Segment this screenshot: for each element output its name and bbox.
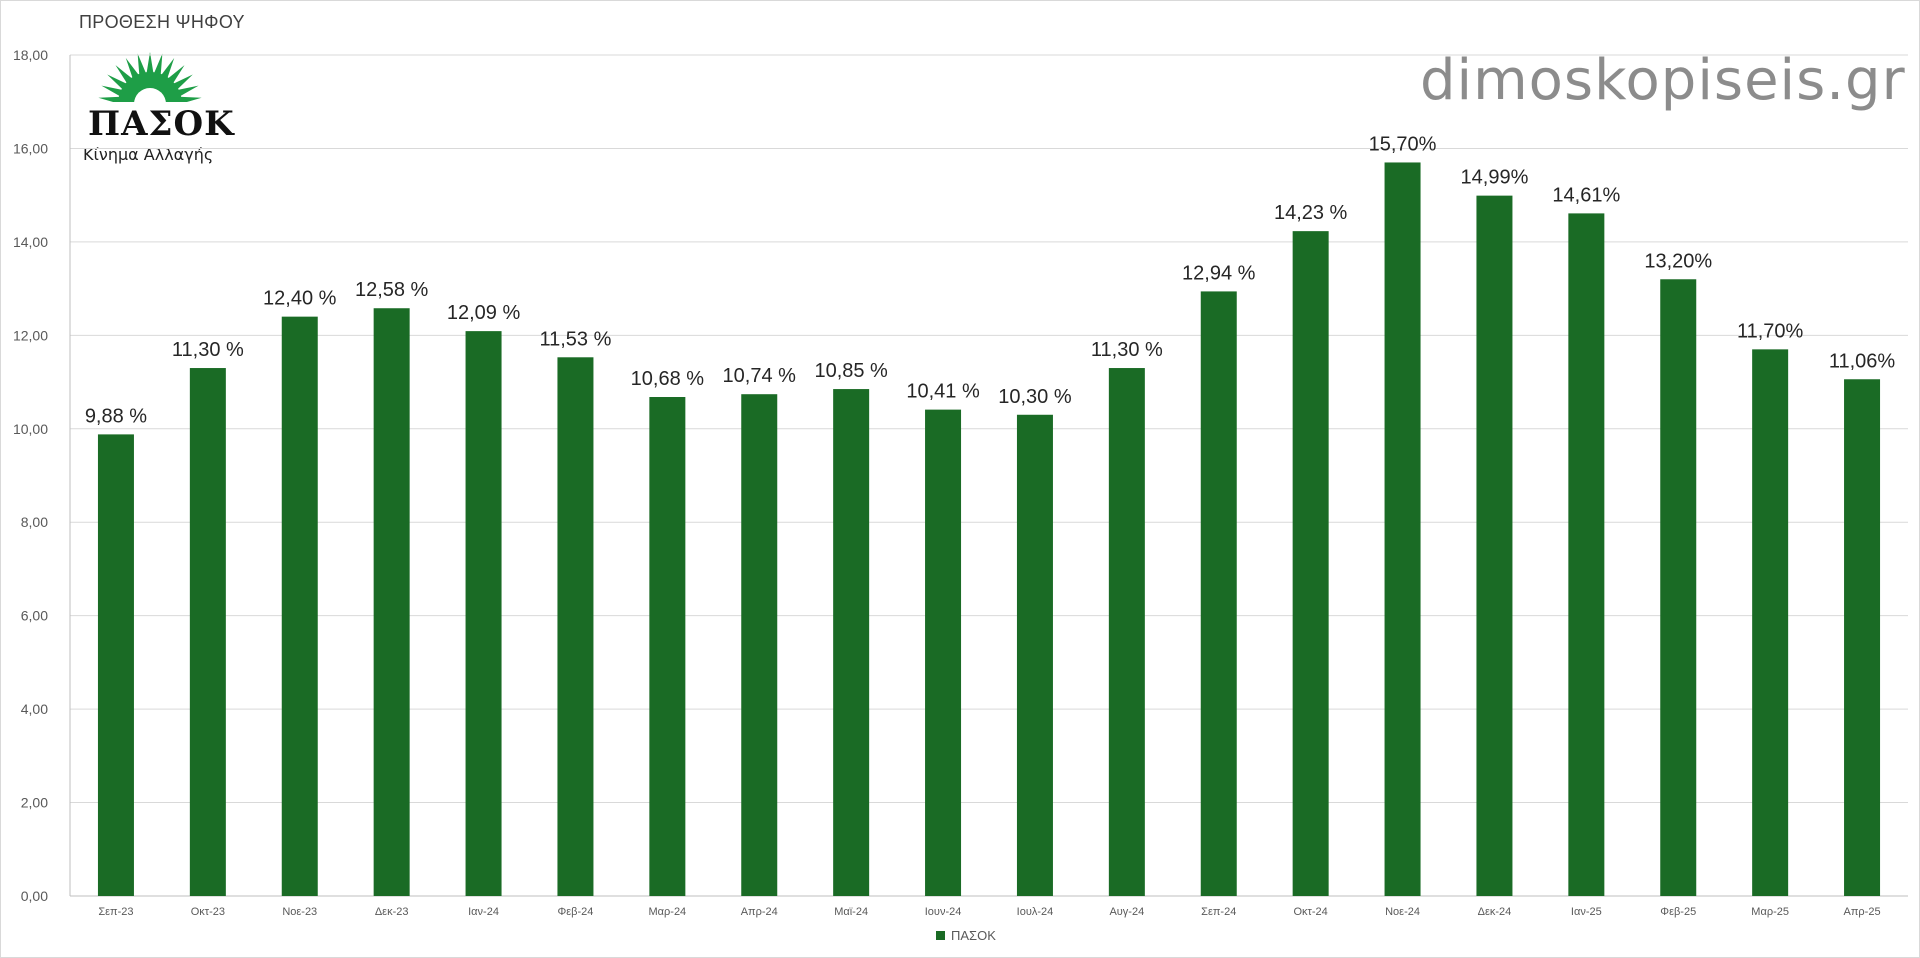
data-label: 11,30 % [172,339,244,361]
data-label: 11,70% [1737,320,1804,342]
logo-subtitle: Κίνημα Αλλαγής [83,145,214,164]
data-label: 14,61% [1552,184,1620,206]
data-label: 9,88 % [85,405,147,427]
bar [465,331,502,897]
data-label: 14,23 % [1274,202,1348,224]
bar [373,308,410,896]
x-tick-label: Απρ-25 [1844,906,1881,918]
x-tick-label: Δεκ-23 [375,906,409,918]
x-tick-label: Δεκ-24 [1478,906,1512,918]
x-tick-label: Αυγ-24 [1109,906,1144,918]
bar [925,409,962,896]
x-tick-label: Ιαν-24 [468,906,499,918]
y-tick-label: 18,00 [13,47,48,63]
x-tick-label: Ιουλ-24 [1017,906,1054,918]
data-label: 10,85 % [814,360,888,382]
bar [557,357,594,896]
x-tick-label: Φεβ-25 [1660,906,1696,918]
bar [741,394,778,896]
data-label: 12,09 % [447,302,521,324]
x-axis-ticks: Σεπ-23 Οκτ-23 Νοε-23 Δεκ-23 Ιαν-24 Φεβ-24 Μαρ-… [98,906,1880,918]
data-label: 10,41 % [906,381,980,403]
bar [97,434,134,896]
y-tick-label: 8,00 [21,514,48,530]
data-label: 11,06% [1829,350,1896,372]
legend-label: ΠΑΣΟΚ [951,928,996,943]
x-tick-label: Μαρ-25 [1751,906,1789,918]
bar [1384,162,1421,896]
chart-title: ΠΡΟΘΕΣΗ ΨΗΦΟΥ [79,12,245,32]
bar [649,397,686,896]
x-tick-label: Ιαν-25 [1571,906,1602,918]
x-tick-label: Μαρ-24 [649,906,687,918]
data-labels: 9,88 % 11,30 % 12,40 % 12,58 % 12,09 % 11,53 … [85,133,1896,427]
data-label: 10,68 % [631,368,705,390]
y-tick-label: 2,00 [21,795,48,811]
bar [1200,291,1237,897]
pasok-logo: ΠΑΣΟΚ Κίνημα Αλλαγής [80,52,234,167]
x-tick-label: Απρ-24 [741,906,778,918]
x-tick-label: Οκτ-24 [1293,906,1327,918]
watermark: dimoskopiseis.gr [1420,48,1906,113]
bar [281,316,318,897]
bar [1660,279,1697,896]
x-tick-label: Φεβ-24 [557,906,593,918]
y-tick-label: 12,00 [13,327,48,343]
bar [189,368,226,896]
y-tick-label: 10,00 [13,421,48,437]
data-label: 10,30 % [998,386,1072,408]
bars [97,162,1881,897]
x-tick-label: Νοε-24 [1385,906,1420,918]
x-tick-label: Σεπ-23 [98,906,133,918]
data-label: 11,30 % [1091,339,1163,361]
x-tick-label: Νοε-23 [282,906,317,918]
y-tick-label: 0,00 [21,888,48,904]
x-tick-label: Οκτ-23 [191,906,225,918]
sun-emblem-icon [88,52,212,105]
bar [1108,368,1145,896]
legend: ΠΑΣΟΚ [936,928,996,943]
bar [833,389,870,896]
x-tick-label: Μαϊ-24 [834,906,868,918]
sun-inner [134,88,166,104]
bar [1752,349,1789,897]
bar [1292,231,1329,897]
data-label: 14,99% [1461,167,1529,189]
legend-swatch [936,931,945,940]
y-tick-label: 14,00 [13,234,48,250]
bar [1844,379,1881,897]
data-label: 10,74 % [723,365,797,387]
x-tick-label: Σεπ-24 [1201,906,1236,918]
y-tick-label: 16,00 [13,140,48,156]
data-label: 12,94 % [1182,262,1256,284]
data-label: 11,53 % [539,328,611,350]
bar [1568,213,1605,897]
bar [1016,414,1053,896]
data-label: 12,40 % [263,288,337,310]
data-label: 15,70% [1369,133,1437,155]
y-axis-ticks: 0,00 2,00 4,00 6,00 8,00 10,00 12,00 14,00 16,00… [13,47,48,904]
data-label: 12,58 % [355,279,429,301]
bar [1476,195,1513,896]
y-tick-label: 6,00 [21,608,48,624]
logo-wordmark: ΠΑΣΟΚ [88,104,235,144]
x-tick-label: Ιουν-24 [925,906,962,918]
gridlines [70,54,1908,897]
data-label: 13,20% [1644,250,1712,272]
y-tick-label: 4,00 [21,701,48,717]
